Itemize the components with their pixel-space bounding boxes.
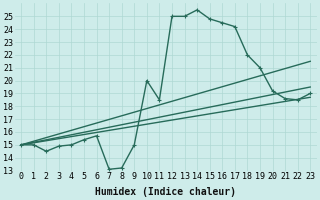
X-axis label: Humidex (Indice chaleur): Humidex (Indice chaleur) bbox=[95, 186, 236, 197]
